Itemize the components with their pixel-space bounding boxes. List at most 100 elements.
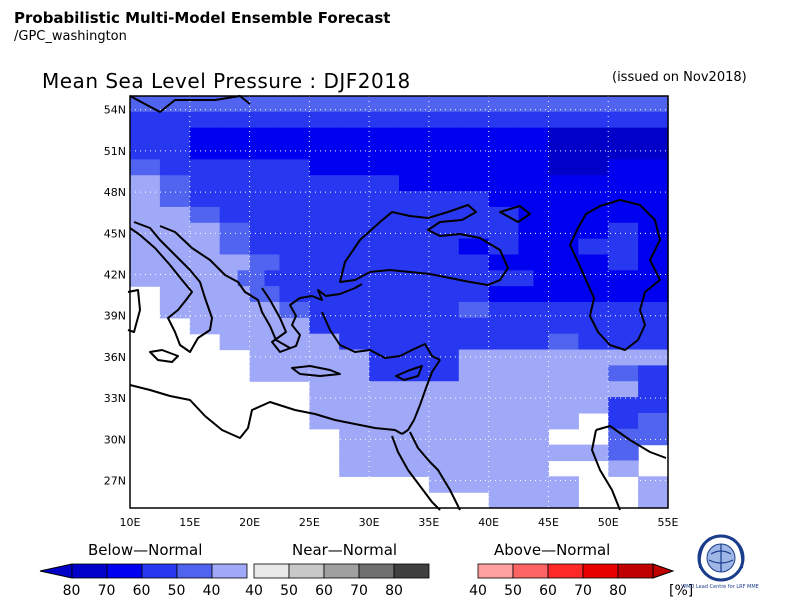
probability-cell: [548, 444, 579, 462]
probability-cell: [339, 111, 370, 129]
probability-cell: [638, 365, 669, 382]
legend-tick: 70: [574, 583, 592, 599]
probability-cell: [638, 492, 669, 509]
lat-label: 51N: [104, 145, 126, 158]
probability-cell: [279, 317, 310, 335]
coastline-sardinia: [127, 289, 141, 333]
probability-cell: [518, 460, 550, 477]
probability-cell: [458, 381, 490, 398]
probability-cell: [488, 381, 520, 398]
probability-cell: [339, 365, 370, 382]
probability-cell: [458, 286, 490, 303]
probability-cell: [578, 96, 609, 113]
probability-cell: [189, 238, 221, 256]
probability-cell: [608, 412, 639, 430]
probability-cell: [339, 381, 370, 398]
probability-cell: [428, 191, 460, 208]
probability-cell: [309, 111, 340, 129]
legend-arrow: [39, 563, 73, 579]
probability-cell: [638, 397, 669, 414]
probability-cell: [428, 428, 460, 446]
probability-cell: [130, 175, 161, 192]
probability-cell: [189, 191, 221, 208]
probability-cell: [458, 191, 490, 208]
probability-cell: [506, 270, 535, 287]
probability-cell: [369, 175, 400, 192]
probability-cell: [608, 349, 639, 366]
probability-cell: [130, 238, 161, 256]
probability-cell: [428, 111, 460, 129]
probability-cell: [249, 238, 281, 256]
lat-label: 48N: [104, 186, 126, 199]
probability-cell: [518, 381, 550, 398]
probability-cell: [130, 143, 161, 160]
probability-cell: [548, 222, 579, 240]
probability-cell: [428, 286, 460, 303]
probability-cell: [518, 159, 550, 176]
probability-cell: [428, 159, 460, 176]
lat-label: 27N: [104, 475, 126, 488]
probability-cell: [339, 191, 370, 208]
wmo-emblem-icon: [697, 534, 745, 582]
probability-cell: [339, 96, 370, 113]
probability-cell: [428, 317, 460, 335]
probability-cell: [458, 206, 490, 224]
probability-cell: [130, 127, 161, 145]
lat-label: 54N: [104, 104, 126, 117]
probability-cell: [279, 302, 310, 319]
probability-cell: [548, 349, 579, 366]
probability-cell: [369, 302, 400, 319]
map-frame: [129, 95, 669, 509]
probability-cell: [369, 127, 400, 145]
probability-cell: [518, 397, 550, 414]
probability-cell: [219, 317, 251, 335]
probability-cell: [309, 365, 340, 382]
probability-cell: [488, 476, 520, 493]
probability-cell: [560, 270, 588, 287]
probability-cell: [578, 317, 609, 335]
probability-cell: [369, 191, 400, 208]
probability-cell: [428, 143, 460, 160]
probability-cell: [399, 159, 430, 176]
probability-cell: [518, 143, 550, 160]
probability-cell: [399, 302, 430, 319]
probability-cell: [399, 191, 430, 208]
probability-cell: [249, 96, 281, 113]
lat-label: 30N: [104, 433, 126, 446]
legend-tick: 50: [280, 583, 298, 599]
lon-label: 15E: [179, 516, 200, 529]
legend-unit: [%]: [669, 583, 693, 599]
probability-cell: [458, 333, 490, 351]
probability-cell: [339, 143, 370, 160]
probability-cell: [488, 397, 520, 414]
probability-cell: [219, 302, 251, 319]
map-title: Mean Sea Level Pressure : DJF2018: [42, 69, 411, 93]
probability-cell: [608, 286, 639, 303]
probability-cell: [279, 127, 310, 145]
probability-cell: [130, 206, 161, 224]
legend-swatch: [393, 563, 430, 579]
probability-cell: [219, 254, 251, 271]
coastline-italy: [129, 95, 251, 353]
probability-cell: [339, 222, 370, 240]
probability-cell: [279, 333, 310, 351]
legend-swatch: [582, 563, 619, 579]
probability-cell: [369, 286, 400, 303]
probability-cell: [608, 365, 639, 382]
probability-cell: [578, 206, 609, 224]
probability-cell: [369, 381, 400, 398]
probability-cell: [219, 286, 251, 303]
probability-cell: [488, 492, 520, 509]
probability-cell: [518, 238, 550, 256]
probability-cell: [189, 111, 221, 129]
probability-cell: [309, 381, 340, 398]
probability-cell: [518, 317, 550, 335]
probability-cell: [399, 238, 430, 256]
probability-cell: [369, 143, 400, 160]
probability-cell: [428, 444, 460, 462]
probability-cell: [608, 254, 639, 271]
probability-cell: [428, 333, 460, 351]
probability-cell: [399, 286, 430, 303]
probability-cell: [638, 254, 669, 271]
probability-cell: [249, 159, 281, 176]
